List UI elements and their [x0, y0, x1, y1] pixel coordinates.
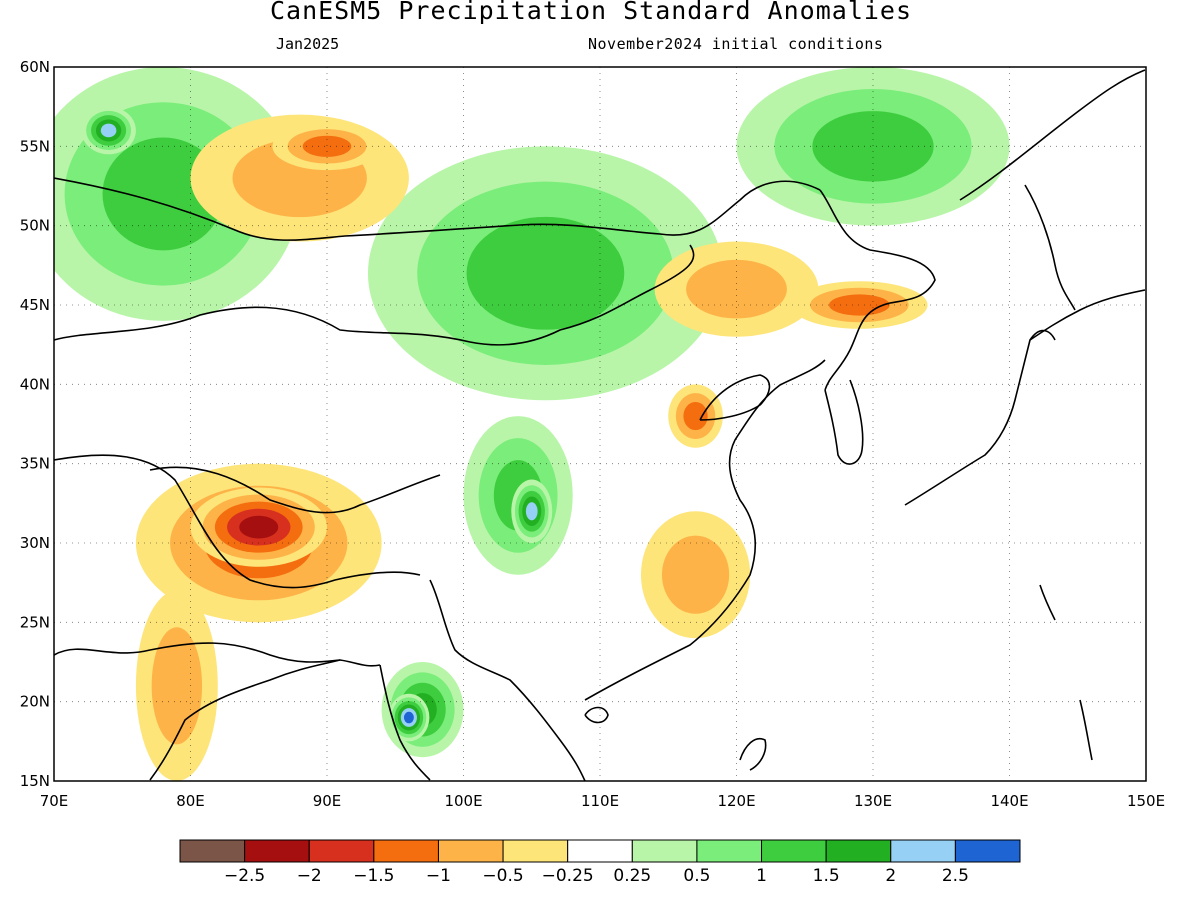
anomaly-contour	[151, 627, 203, 745]
map-frame	[53, 66, 1147, 782]
anomaly-contour	[403, 711, 414, 724]
chart-title: CanESM5 Precipitation Standard Anomalies	[269, 0, 913, 25]
colorbar-label: 2.5	[942, 866, 969, 886]
colorbar-label: 0.25	[613, 866, 651, 886]
colorbar-label: 1.5	[813, 866, 840, 886]
longitude-label: 70E	[40, 792, 69, 810]
colorbar-swatch	[761, 839, 827, 863]
anomaly-contour	[683, 401, 708, 431]
colorbar-label: −0.5	[482, 866, 523, 886]
latitude-label: 15N	[20, 772, 50, 790]
colorbar-label: −0.25	[542, 866, 594, 886]
anomaly-contour	[812, 111, 934, 182]
longitude-label: 90E	[313, 792, 342, 810]
colorbar-swatch	[954, 839, 1021, 863]
colorbar-label: 2	[885, 866, 896, 886]
colorbar-swatch	[890, 839, 956, 863]
latitude-label: 60N	[20, 58, 50, 76]
colorbar: −2.5 −2 −1.5 −1 −0.5 −0.25 0.25 0.5 1 1.5 2 2.5	[179, 839, 1021, 886]
initial-conditions: November2024 initial conditions	[588, 35, 884, 53]
anomaly-contour	[100, 123, 117, 138]
longitude-label: 80E	[176, 792, 205, 810]
colorbar-swatch	[567, 839, 633, 863]
coastlines-and-borders	[54, 69, 1146, 781]
latitude-label: 45N	[20, 296, 50, 314]
colorbar-label: 1	[756, 866, 767, 886]
longitude-labels: 70E 80E 90E 100E 110E 120E 130E 140E 150E	[40, 792, 1165, 810]
colorbar-swatch	[373, 839, 439, 863]
colorbar-swatch	[502, 839, 569, 863]
anomaly-contour	[302, 135, 352, 157]
anomaly-contour	[466, 216, 625, 330]
colorbar-label: −1.5	[353, 866, 394, 886]
latitude-label: 50N	[20, 217, 50, 235]
colorbar-label: −2.5	[224, 866, 265, 886]
latitude-label: 35N	[20, 455, 50, 473]
longitude-label: 140E	[990, 792, 1028, 810]
latitude-label: 55N	[20, 137, 50, 155]
colorbar-swatch	[179, 839, 246, 863]
longitude-label: 150E	[1127, 792, 1165, 810]
anomaly-contour	[239, 515, 279, 539]
longitude-label: 120E	[717, 792, 755, 810]
forecast-month: Jan2025	[276, 35, 340, 53]
colorbar-swatch	[825, 839, 892, 863]
colorbar-label: −2	[297, 866, 322, 886]
colorbar-swatch	[437, 839, 504, 863]
latitude-label: 30N	[20, 534, 50, 552]
longitude-label: 110E	[581, 792, 619, 810]
graticule	[54, 67, 1146, 781]
anomaly-contour	[525, 502, 538, 521]
latitude-labels: 60N 55N 50N 45N 40N 35N 30N 25N 20N 15N	[20, 58, 50, 790]
colorbar-label: 0.5	[683, 866, 710, 886]
colorbar-swatch	[631, 839, 698, 863]
colorbar-swatch	[696, 839, 763, 863]
colorbar-swatch	[244, 839, 310, 863]
latitude-label: 40N	[20, 375, 50, 393]
colorbar-swatch	[308, 839, 375, 863]
latitude-label: 25N	[20, 613, 50, 631]
latitude-label: 20N	[20, 693, 50, 711]
colorbar-label: −1	[426, 866, 451, 886]
longitude-label: 130E	[854, 792, 892, 810]
longitude-label: 100E	[444, 792, 482, 810]
anomaly-field	[54, 67, 1146, 781]
anomaly-contour	[661, 535, 730, 614]
anomaly-contour	[829, 294, 890, 316]
